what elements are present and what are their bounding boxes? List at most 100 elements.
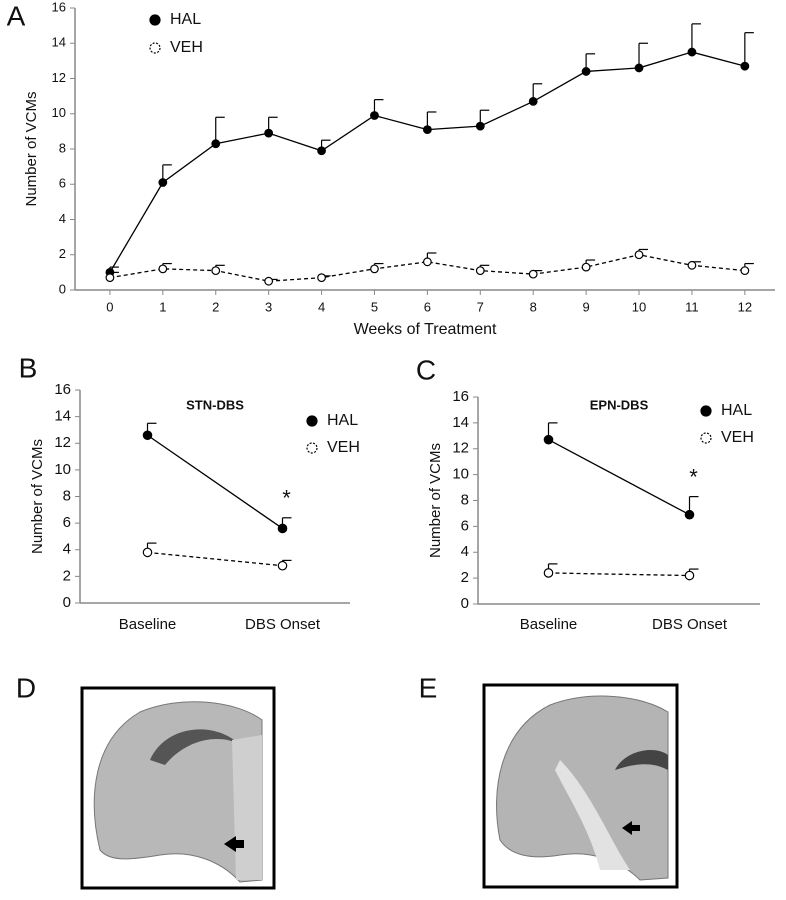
arrow bbox=[234, 840, 244, 848]
y-axis-label: Number of VCMs bbox=[23, 91, 40, 206]
data-point bbox=[687, 260, 697, 270]
data-point bbox=[687, 47, 697, 57]
data-point bbox=[581, 67, 591, 76]
x-tick-label: 5 bbox=[371, 299, 378, 314]
y-tick-label: 4 bbox=[63, 541, 71, 558]
brain-section bbox=[93, 701, 263, 883]
chart-title: STN-DBS bbox=[186, 397, 244, 412]
data-point bbox=[370, 264, 379, 274]
legend-marker bbox=[149, 14, 161, 26]
y-tick-label: 10 bbox=[452, 466, 469, 483]
y-tick-label: 2 bbox=[461, 569, 469, 586]
y-tick-label: 8 bbox=[461, 491, 469, 508]
legend-marker bbox=[306, 415, 318, 427]
data-point bbox=[142, 547, 153, 558]
y-tick-label: 16 bbox=[452, 388, 469, 405]
data-point bbox=[105, 273, 115, 283]
y-tick-label: 10 bbox=[52, 105, 66, 120]
hippocampus bbox=[615, 750, 668, 770]
data-point bbox=[317, 146, 326, 156]
x-tick-label: 3 bbox=[265, 299, 272, 314]
data-point bbox=[317, 273, 326, 283]
series-line bbox=[548, 439, 690, 516]
chart-title: EPN-DBS bbox=[590, 397, 649, 412]
arrow bbox=[224, 836, 236, 852]
arrow bbox=[631, 825, 640, 831]
y-tick-label: 14 bbox=[452, 414, 469, 431]
legend-label: VEH bbox=[721, 429, 754, 446]
y-tick-label: 14 bbox=[54, 408, 71, 425]
panel-label: B bbox=[19, 352, 38, 383]
x-tick-label: DBS Onset bbox=[652, 616, 728, 633]
y-tick-label: 12 bbox=[452, 440, 469, 457]
legend-marker bbox=[700, 432, 712, 444]
y-tick-label: 0 bbox=[63, 594, 71, 611]
legend-marker bbox=[306, 442, 318, 454]
legend-label: VEH bbox=[327, 439, 360, 456]
x-tick-label: 4 bbox=[318, 299, 325, 314]
legend-label: HAL bbox=[721, 402, 752, 419]
panel-label: D bbox=[16, 672, 36, 703]
significance-mark: * bbox=[689, 464, 698, 489]
x-tick-label: 9 bbox=[582, 299, 589, 314]
significance-mark: * bbox=[282, 486, 291, 511]
x-tick-label: 11 bbox=[685, 299, 699, 314]
y-axis-label: Number of VCMs bbox=[427, 443, 444, 558]
y-tick-label: 2 bbox=[63, 567, 71, 584]
x-tick-label: 12 bbox=[738, 299, 752, 314]
series-line bbox=[109, 51, 746, 273]
data-point bbox=[158, 264, 168, 274]
data-point bbox=[543, 434, 554, 445]
data-point bbox=[528, 269, 538, 279]
data-point bbox=[528, 97, 538, 106]
data-point bbox=[740, 266, 750, 276]
histology-image bbox=[80, 686, 276, 890]
x-tick-label: 1 bbox=[159, 299, 166, 314]
y-tick-label: 6 bbox=[461, 517, 469, 534]
data-point bbox=[264, 128, 274, 138]
data-point bbox=[684, 570, 695, 581]
data-point bbox=[370, 111, 379, 120]
data-point bbox=[277, 523, 288, 534]
x-tick-label: 7 bbox=[477, 299, 484, 314]
x-axis-label: Weeks of Treatment bbox=[354, 321, 497, 338]
legend-label: HAL bbox=[327, 412, 358, 429]
data-point bbox=[158, 178, 168, 187]
data-point bbox=[543, 568, 554, 578]
x-tick-label: 0 bbox=[106, 299, 113, 314]
data-point bbox=[422, 257, 432, 267]
y-tick-label: 6 bbox=[63, 514, 71, 531]
data-point bbox=[264, 276, 274, 286]
x-tick-label: 10 bbox=[632, 299, 646, 314]
electrode-track bbox=[232, 735, 262, 880]
data-point bbox=[277, 560, 288, 571]
white-matter bbox=[555, 760, 630, 870]
y-tick-label: 0 bbox=[59, 281, 66, 296]
x-tick-label: 8 bbox=[530, 299, 537, 314]
y-tick-label: 12 bbox=[54, 434, 71, 451]
data-point bbox=[211, 139, 221, 149]
legend-marker bbox=[700, 405, 712, 417]
data-point bbox=[581, 262, 591, 272]
data-point bbox=[211, 266, 221, 276]
data-point bbox=[634, 63, 644, 73]
panel-label: C bbox=[416, 354, 436, 385]
y-tick-label: 4 bbox=[59, 211, 66, 226]
y-axis-label: Number of VCMs bbox=[29, 439, 46, 554]
data-point bbox=[422, 125, 432, 135]
data-point bbox=[475, 266, 485, 276]
y-tick-label: 12 bbox=[52, 70, 66, 85]
data-point bbox=[475, 121, 485, 131]
x-tick-label: Baseline bbox=[520, 616, 578, 633]
legend-label: HAL bbox=[170, 11, 201, 28]
x-tick-label: 2 bbox=[212, 299, 219, 314]
y-tick-label: 14 bbox=[52, 35, 66, 50]
hippocampus bbox=[150, 729, 240, 765]
series-line bbox=[147, 434, 283, 529]
arrow bbox=[622, 821, 632, 835]
y-tick-label: 8 bbox=[59, 140, 66, 155]
y-tick-label: 10 bbox=[54, 461, 71, 478]
y-tick-label: 6 bbox=[59, 176, 66, 191]
series-line bbox=[548, 572, 690, 577]
